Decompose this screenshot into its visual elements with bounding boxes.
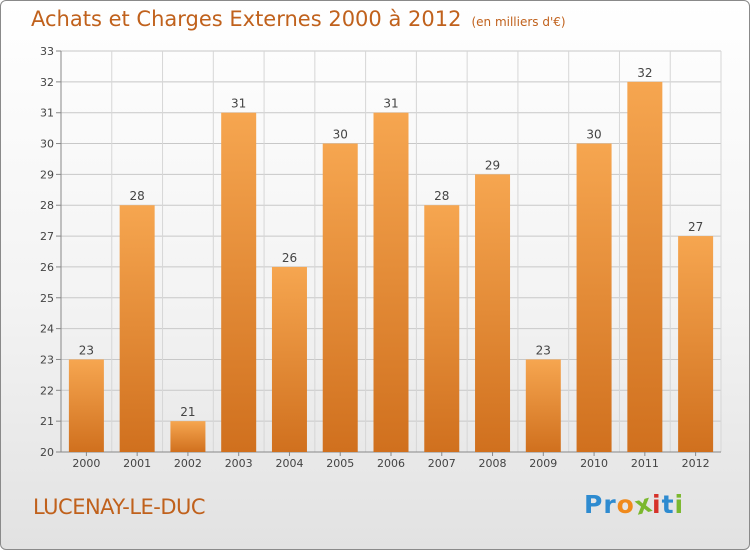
data-label: 26 — [282, 251, 297, 265]
y-tick-label: 27 — [40, 230, 54, 243]
bar-2002 — [170, 421, 206, 452]
x-tick-label: 2003 — [225, 457, 253, 470]
data-label: 27 — [688, 220, 703, 234]
logo-letter: i — [674, 490, 685, 519]
x-tick-label: 2007 — [428, 457, 456, 470]
y-tick-label: 25 — [40, 292, 54, 305]
x-tick-label: 2011 — [631, 457, 659, 470]
bar-2010 — [576, 143, 612, 453]
proxiti-logo[interactable]: Proxiti — [584, 488, 685, 520]
data-label: 28 — [130, 189, 145, 203]
data-label: 32 — [637, 66, 652, 80]
y-tick-label: 33 — [40, 45, 54, 58]
logo-letter: t — [661, 490, 675, 519]
x-tick-label: 2006 — [377, 457, 405, 470]
y-tick-label: 23 — [40, 353, 54, 366]
x-tick-label: 2009 — [529, 457, 557, 470]
x-tick-label: 2002 — [174, 457, 202, 470]
bar-2006 — [373, 112, 409, 452]
y-tick-label: 32 — [40, 76, 54, 89]
y-tick-label: 31 — [40, 107, 54, 120]
bar-2004 — [271, 266, 307, 452]
data-label: 30 — [333, 128, 348, 142]
bar-2011 — [627, 81, 663, 452]
labels: 23 2000 28 2001 21 2002 31 2003 26 2004 30 2005 31 20… — [72, 66, 709, 470]
chart-subtitle: (en milliers d'€) — [471, 15, 566, 29]
bar-2003 — [221, 112, 257, 452]
data-label: 31 — [383, 97, 398, 111]
x-tick-label: 2004 — [275, 457, 303, 470]
x-tick-label: 2008 — [479, 457, 507, 470]
bar-2009 — [525, 359, 561, 452]
y-tick-label: 26 — [40, 261, 54, 274]
bar-2005 — [322, 143, 358, 453]
bar-2007 — [424, 205, 460, 452]
y-tick-label: 22 — [40, 384, 54, 397]
x-tick-label: 2000 — [72, 457, 100, 470]
y-tick-label: 29 — [40, 168, 54, 181]
logo-letter: o — [616, 490, 635, 519]
data-label: 29 — [485, 158, 500, 172]
logo-letter: r — [603, 490, 617, 519]
x-tick-label: 2005 — [326, 457, 354, 470]
logo-letter: P — [584, 490, 604, 519]
y-tick-label: 30 — [40, 138, 54, 151]
x-tick-label: 2012 — [682, 457, 710, 470]
logo-letter: i — [652, 490, 662, 519]
bar-2001 — [119, 205, 155, 452]
data-label: 28 — [434, 189, 449, 203]
city-name: LUCENAY-LE-DUC — [33, 495, 206, 519]
bar-2008 — [475, 174, 511, 452]
chart-title: Achats et Charges Externes 2000 à 2012 (e… — [31, 7, 566, 31]
y-tick-label: 20 — [40, 446, 54, 459]
bars — [68, 81, 714, 453]
y-tick-label: 21 — [40, 415, 54, 428]
x-tick-label: 2001 — [123, 457, 151, 470]
data-label: 23 — [536, 343, 551, 357]
x-tick-label: 2010 — [580, 457, 608, 470]
y-tick-label: 28 — [40, 199, 54, 212]
data-label: 21 — [180, 405, 195, 419]
data-label: 31 — [231, 97, 246, 111]
data-label: 23 — [79, 343, 94, 357]
y-tick-label: 24 — [40, 323, 54, 336]
chart-title-text: Achats et Charges Externes 2000 à 2012 — [31, 7, 462, 31]
bar-2012 — [678, 236, 714, 452]
data-label: 30 — [586, 128, 601, 142]
bar-2000 — [68, 359, 104, 452]
